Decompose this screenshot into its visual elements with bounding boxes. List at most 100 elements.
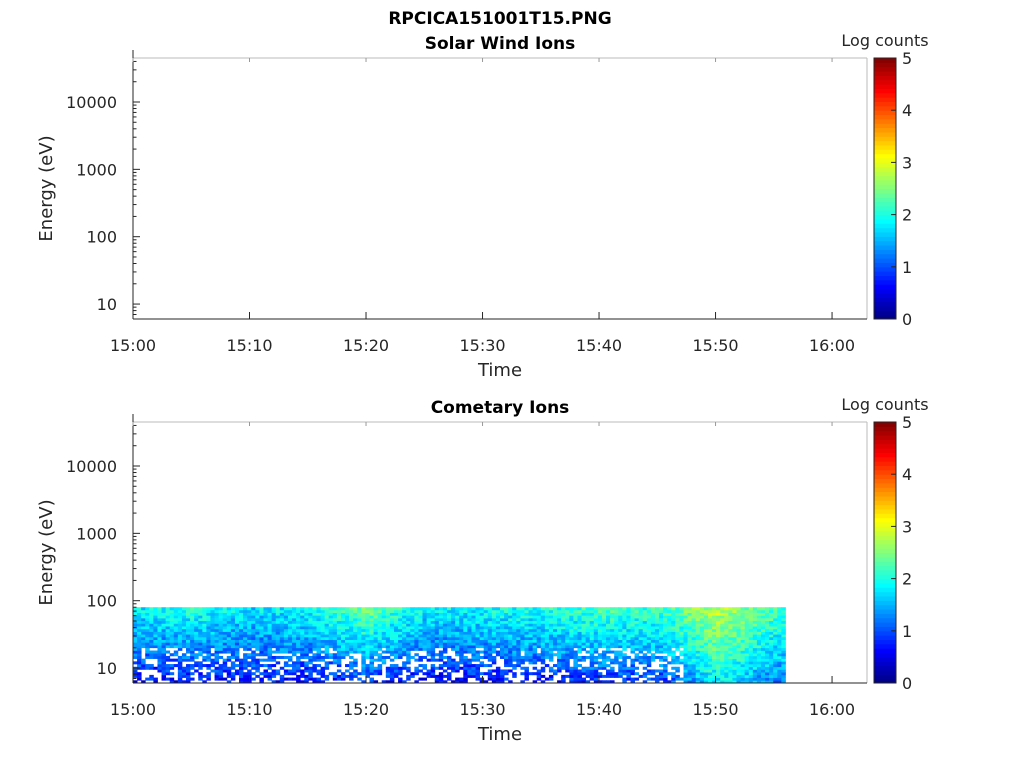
heatmap-cell [434,639,440,643]
heatmap-cell [720,618,725,622]
heatmap-cell [304,680,309,684]
heatmap-cell [536,642,542,646]
heatmap-cell [504,677,509,681]
heatmap-cell [736,680,741,684]
heatmap-cell [699,628,705,632]
heatmap-cell [540,645,546,649]
heatmap-cell [577,626,582,630]
heatmap-cell [524,612,529,616]
heatmap-cell [161,609,167,613]
heatmap-cell [569,631,574,635]
heatmap-cell [149,664,154,668]
heatmap-cell [210,661,215,665]
colorbar-swatch [874,162,896,168]
heatmap-cell [214,672,220,676]
heatmap-cell [703,677,709,681]
heatmap-cell [133,631,138,635]
heatmap-cell [377,639,383,643]
heatmap-cell [471,642,476,646]
heatmap-cell [283,637,289,641]
heatmap-cell [442,628,448,632]
heatmap-cell [451,642,456,646]
heatmap-cell [777,645,782,649]
heatmap-cell [169,607,175,611]
heatmap-cell [459,623,464,627]
heatmap-cell [149,628,154,632]
heatmap-cell [239,607,244,611]
heatmap-cell [610,631,615,635]
heatmap-cell [601,639,607,643]
heatmap-cell [222,642,228,646]
heatmap-cell [300,631,305,635]
heatmap-cell [340,607,346,611]
heatmap-cell [418,612,423,616]
heatmap-cell [442,674,448,678]
heatmap-cell [528,620,534,624]
heatmap-cell [536,655,542,659]
heatmap-cell [389,669,395,673]
heatmap-cell [618,615,623,619]
heatmap-cell [699,645,705,649]
heatmap-cell [593,609,599,613]
heatmap-cell [239,628,244,632]
heatmap-cell [275,615,281,619]
heatmap-cell [304,666,309,670]
heatmap-cell [145,607,150,611]
heatmap-cell [279,677,285,681]
heatmap-cell [133,620,138,624]
heatmap-cell [495,607,501,611]
heatmap-cell [569,642,574,646]
heatmap-cell [589,666,595,670]
heatmap-cell [756,655,762,659]
heatmap-cell [398,672,403,676]
heatmap-cell [381,615,387,619]
heatmap-cell [398,650,403,654]
heatmap-cell [328,637,334,641]
heatmap-cell [393,647,399,651]
heatmap-cell [410,626,415,630]
heatmap-cell [638,628,644,632]
heatmap-cell [491,620,497,624]
heatmap-cell [769,674,774,678]
heatmap-cell [703,620,709,624]
heatmap-cell [418,615,423,619]
heatmap-cell [263,645,268,649]
heatmap-cell [524,645,529,649]
heatmap-cell [638,607,644,611]
heatmap-cell [414,637,419,641]
heatmap-cell [524,618,529,622]
heatmap-cell [455,607,460,611]
heatmap-cell [149,655,154,659]
heatmap-cell [365,639,370,643]
heatmap-cell [536,626,542,630]
heatmap-cell [728,615,733,619]
heatmap-cell [361,628,366,632]
heatmap-cell [618,653,623,657]
heatmap-cell [414,609,419,613]
heatmap-cell [716,620,721,624]
heatmap-cell [234,639,240,643]
heatmap-cell [553,628,558,632]
heatmap-cell [190,642,195,646]
heatmap-cell [707,628,713,632]
heatmap-cell [487,609,493,613]
heatmap-cell [581,672,587,676]
heatmap-cell [218,677,224,681]
heatmap-cell [548,655,554,659]
heatmap-cell [667,637,672,641]
heatmap-cell [487,655,493,659]
heatmap-cell [520,647,525,651]
heatmap-cell [536,634,542,638]
heatmap-cell [259,607,264,611]
heatmap-cell [198,618,203,622]
heatmap-cell [218,612,224,616]
heatmap-cell [312,618,317,622]
heatmap-cell [740,642,746,646]
heatmap-cell [455,650,460,654]
heatmap-cell [446,607,452,611]
heatmap-cell [781,626,786,630]
heatmap-cell [442,612,448,616]
heatmap-cell [475,642,481,646]
heatmap-cell [732,618,737,622]
heatmap-cell [777,669,782,673]
